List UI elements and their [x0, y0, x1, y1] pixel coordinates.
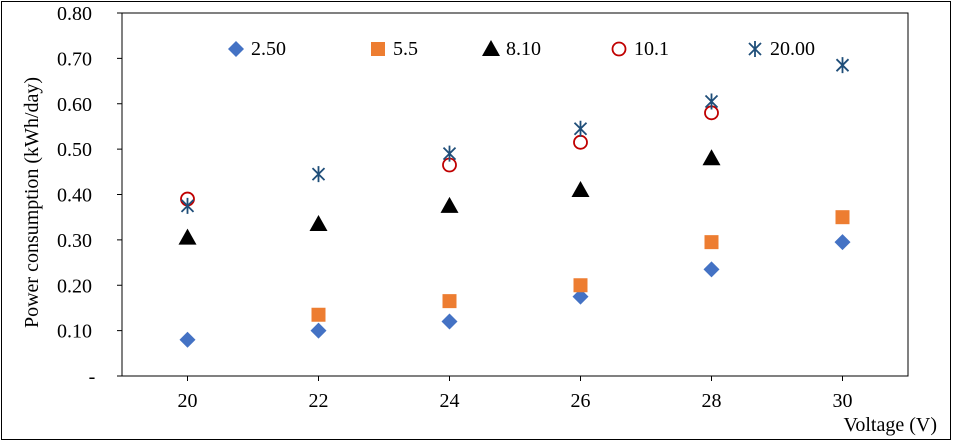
x-tick-label: 20 — [178, 390, 198, 412]
legend-entry: 20.00 — [748, 38, 815, 60]
x-tick-label: 22 — [309, 390, 329, 412]
legend-label: 2.50 — [251, 38, 286, 60]
data-point — [704, 235, 719, 250]
data-point — [834, 234, 851, 251]
data-point — [179, 331, 196, 348]
series-20-00 — [180, 57, 850, 214]
x-axis-title: Voltage (V) — [844, 414, 938, 436]
y-tick-label: - — [89, 366, 96, 388]
data-point — [441, 313, 458, 330]
data-point — [178, 228, 197, 245]
y-tick-label: 0.10 — [57, 321, 92, 343]
y-tick-label: 0.30 — [57, 230, 92, 252]
data-point — [702, 149, 721, 166]
data-marks — [178, 57, 851, 348]
data-point — [310, 322, 327, 339]
legend-marker — [611, 41, 627, 57]
y-tick-label: 0.60 — [57, 94, 92, 116]
series-8-10 — [178, 149, 721, 245]
legend: 2.50 5.5 8.10 10.1 20.00 — [228, 38, 815, 60]
y-tick-label: 0.20 — [57, 275, 92, 297]
x-tick-label: 26 — [571, 390, 591, 412]
legend-entry: 5.5 — [371, 38, 418, 60]
legend-marker — [482, 40, 500, 56]
data-point — [835, 57, 850, 74]
y-axis-title: Power consumption (kWh/day) — [21, 77, 43, 328]
legend-label: 20.00 — [770, 38, 815, 60]
y-tick-label: 0.70 — [57, 48, 92, 70]
x-tick-label: 24 — [440, 390, 460, 412]
data-point — [835, 210, 850, 225]
legend-label: 5.5 — [393, 38, 418, 60]
legend-entry: 2.50 — [228, 38, 286, 60]
legend-marker — [748, 41, 762, 57]
data-point — [442, 145, 457, 162]
legend-entry: 10.1 — [611, 38, 669, 60]
legend-label: 8.10 — [506, 38, 541, 60]
y-tick-label: 0.80 — [57, 3, 92, 25]
x-tick-label: 30 — [833, 390, 853, 412]
data-point — [704, 93, 719, 110]
plot-area — [121, 12, 909, 377]
x-tick-label: 28 — [702, 390, 722, 412]
data-point — [571, 180, 590, 197]
series-2-50 — [179, 234, 851, 348]
data-point — [573, 134, 588, 150]
data-point — [573, 278, 588, 293]
axes: - 0.10 0.20 0.30 0.40 0.50 0.60 0.70 0.80 20 22 24 2… — [57, 3, 853, 412]
data-point — [440, 196, 459, 213]
y-tick-label: 0.40 — [57, 185, 92, 207]
data-point — [309, 214, 328, 231]
data-point — [180, 197, 195, 214]
y-tick-label: 0.50 — [57, 139, 92, 161]
data-point — [442, 294, 457, 309]
data-point — [573, 120, 588, 137]
legend-label: 10.1 — [634, 38, 669, 60]
data-point — [572, 288, 589, 305]
data-point — [311, 307, 326, 322]
legend-marker — [371, 42, 385, 56]
plot-border — [121, 12, 909, 377]
series-5-5 — [311, 210, 850, 322]
legend-entry: 8.10 — [482, 38, 541, 60]
legend-marker — [228, 41, 244, 57]
data-point — [311, 166, 326, 183]
data-point — [703, 261, 720, 278]
